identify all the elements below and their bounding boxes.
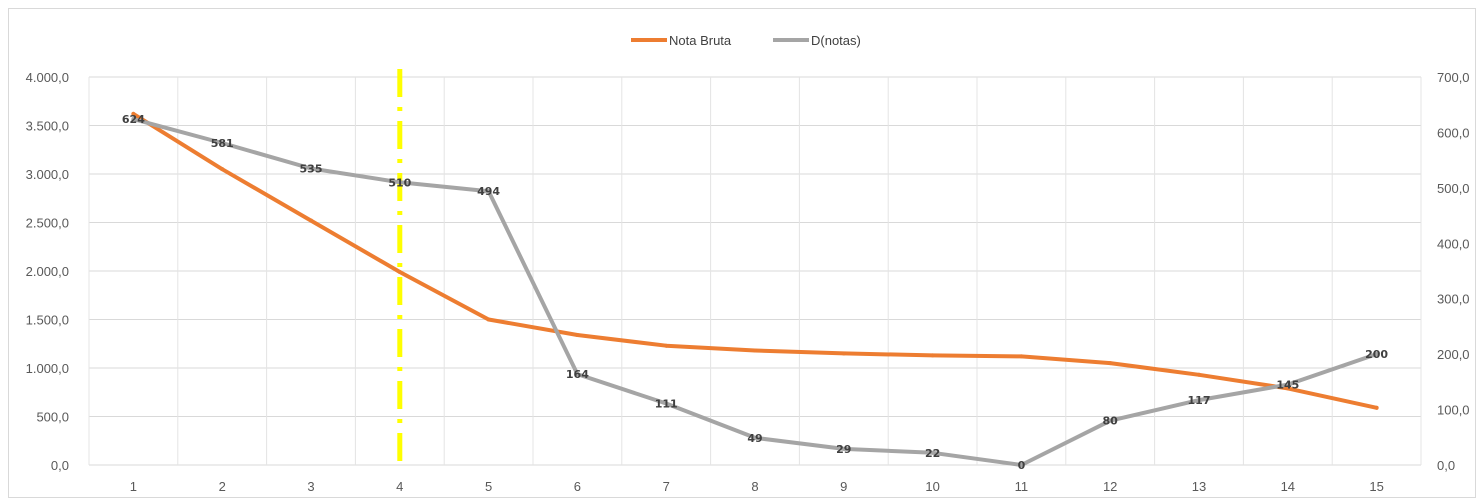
data-point: [1285, 386, 1290, 391]
data-point: [486, 317, 491, 322]
data-point: [753, 348, 757, 353]
data-point: [1285, 382, 1290, 387]
data-point: [664, 343, 669, 348]
right-axis-tick-label: 300,0: [1437, 292, 1470, 307]
x-axis-tick-label: 14: [1281, 479, 1295, 494]
left-axis-tick-label: 1.500,0: [26, 313, 69, 328]
data-point: [309, 218, 313, 223]
chart-svg: 0,0500,01.000,01.500,02.000,02.500,03.00…: [26, 33, 1470, 494]
data-label: 164: [566, 368, 589, 381]
data-label: 80: [1103, 415, 1119, 428]
right-axis-tick-label: 400,0: [1437, 236, 1470, 251]
data-label: 117: [1188, 394, 1211, 407]
left-axis: 0,0 500,0 1.000,0 1.500,0 2.000,0 2.500,0 3.00…: [26, 70, 69, 473]
x-axis-tick-label: 6: [574, 479, 581, 494]
x-axis-tick-label: 11: [1015, 479, 1029, 494]
left-axis-tick-label: 3.500,0: [26, 119, 69, 134]
left-axis-tick-label: 2.500,0: [26, 216, 69, 231]
x-axis-tick-label: 2: [219, 479, 226, 494]
right-axis-tick-label: 0,0: [1437, 458, 1455, 473]
data-point: [575, 333, 580, 338]
data-point: [1108, 361, 1113, 366]
data-point: [1197, 398, 1201, 403]
x-axis-tick-label: 1: [130, 479, 137, 494]
data-point: [220, 167, 225, 172]
legend-label-nota-bruta: Nota Bruta: [669, 33, 732, 48]
x-axis-tick-label: 9: [840, 479, 847, 494]
series-line-nota-bruta: [131, 111, 1379, 410]
data-point: [753, 435, 757, 440]
x-axis-tick-label: 10: [925, 479, 939, 494]
x-axis-tick-label: 15: [1369, 479, 1383, 494]
data-point: [131, 111, 136, 116]
data-point: [1197, 372, 1201, 377]
data-point: [397, 180, 402, 185]
data-point: [1374, 352, 1379, 357]
data-label: 29: [836, 443, 851, 456]
data-point: [930, 353, 935, 358]
left-axis-tick-label: 4.000,0: [26, 70, 69, 85]
data-label: 581: [211, 137, 234, 150]
data-point: [486, 189, 491, 194]
data-label: 0: [1018, 459, 1026, 472]
data-label: 535: [300, 162, 323, 175]
data-label: 510: [388, 176, 411, 189]
data-point: [1108, 418, 1113, 423]
data-point: [309, 166, 313, 171]
x-axis-tick-label: 13: [1192, 479, 1206, 494]
right-axis: 0,0 100,0 200,0 300,0 400,0 500,0 600,0 700,0: [1437, 70, 1470, 473]
legend-item-nota-bruta: Nota Bruta: [631, 33, 732, 48]
data-label-layer: 624 581 535 510 494 164 111 49 29 22 0 80 117 145 200: [122, 113, 1389, 472]
series-layer: [131, 111, 1379, 467]
right-axis-tick-label: 500,0: [1437, 181, 1470, 196]
right-axis-tick-label: 600,0: [1437, 125, 1470, 140]
left-axis-tick-label: 2.000,0: [26, 264, 69, 279]
legend-item-d-notas: D(notas): [773, 33, 861, 48]
grid-layer: [88, 76, 1422, 466]
right-axis-tick-label: 700,0: [1437, 70, 1470, 85]
x-axis-tick-label: 5: [485, 479, 492, 494]
data-label: 22: [925, 447, 940, 460]
data-point: [1019, 463, 1024, 467]
x-axis-tick-label: 8: [751, 479, 758, 494]
right-axis-tick-label: 200,0: [1437, 347, 1470, 362]
data-label: 145: [1276, 379, 1299, 392]
data-point: [220, 140, 225, 145]
left-axis-tick-label: 500,0: [36, 410, 69, 425]
x-axis-tick-label: 4: [396, 479, 403, 494]
x-axis-tick-label: 12: [1103, 479, 1117, 494]
left-axis-tick-label: 1.000,0: [26, 361, 69, 376]
data-label: 494: [477, 185, 500, 198]
data-label: 111: [655, 397, 678, 410]
data-point: [397, 269, 402, 274]
data-point: [575, 372, 580, 377]
left-axis-tick-label: 0,0: [51, 458, 69, 473]
right-axis-tick-label: 100,0: [1437, 403, 1470, 418]
data-point: [930, 450, 935, 455]
data-point: [1019, 354, 1024, 359]
left-axis-tick-label: 3.000,0: [26, 167, 69, 182]
x-axis: 1 2 3 4 5 6 7 8 9 10 11 12 13 14 15: [130, 479, 1384, 494]
data-point: [841, 446, 846, 451]
chart-frame: 0,0 500,0 1.000,0 1.500,0 2.000,0 2.500,0 3.00…: [8, 8, 1476, 498]
x-axis-tick-label: 3: [307, 479, 314, 494]
data-point: [1374, 405, 1379, 410]
data-point: [664, 401, 669, 406]
data-point: [841, 351, 846, 356]
data-label: 200: [1365, 348, 1388, 361]
legend: Nota Bruta D(notas): [631, 33, 861, 48]
data-label: 624: [122, 113, 145, 126]
data-label: 49: [747, 432, 762, 445]
legend-label-d-notas: D(notas): [811, 33, 861, 48]
x-axis-tick-label: 7: [663, 479, 670, 494]
data-point: [131, 117, 136, 122]
